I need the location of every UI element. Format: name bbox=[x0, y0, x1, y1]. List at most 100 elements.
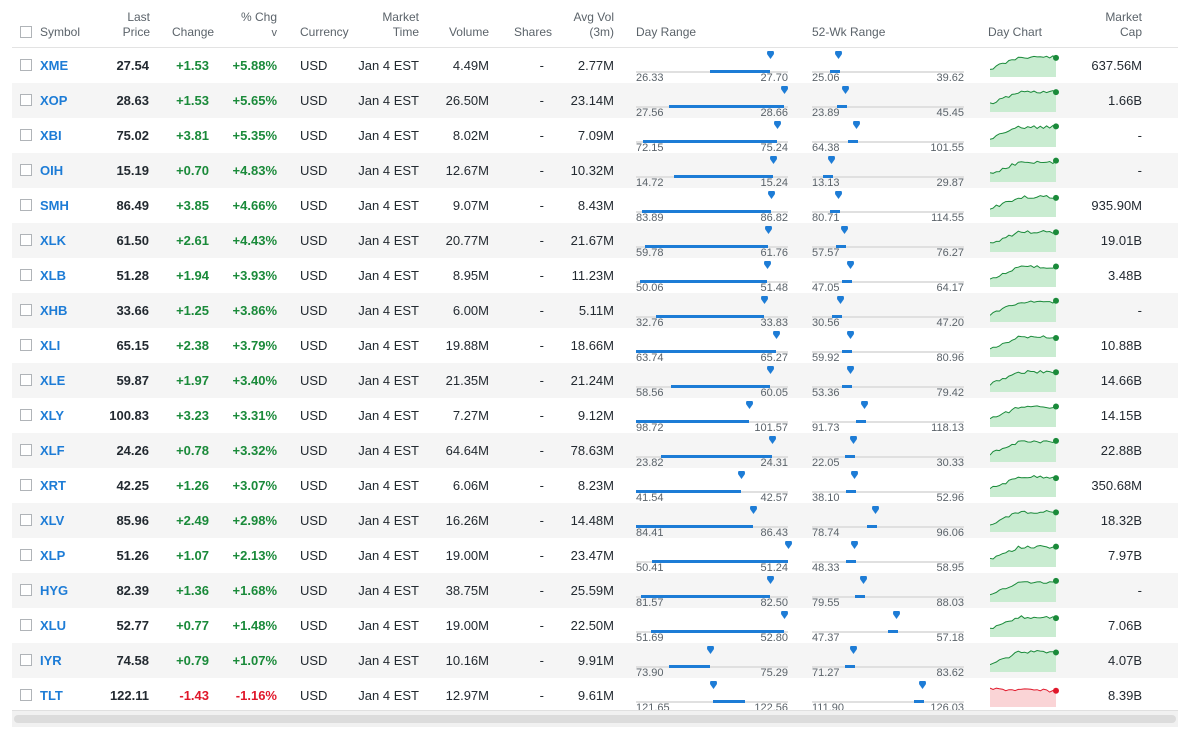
scrollbar-thumb[interactable] bbox=[14, 715, 1176, 723]
market-cap: 19.01B bbox=[1100, 233, 1142, 248]
shares: - bbox=[539, 408, 544, 423]
day-chart-sparkline[interactable] bbox=[990, 226, 1060, 252]
volume: 19.00M bbox=[445, 548, 489, 563]
table-row[interactable]: XLY 100.83 +3.23 +3.31% USD Jan 4 EST 7.… bbox=[12, 398, 1178, 434]
table-row[interactable]: XLK 61.50 +2.61 +4.43% USD Jan 4 EST 20.… bbox=[12, 223, 1178, 259]
symbol-link[interactable]: XLV bbox=[40, 513, 65, 528]
day-chart-sparkline[interactable] bbox=[990, 611, 1060, 637]
symbol-link[interactable]: SMH bbox=[40, 198, 69, 213]
day-chart-sparkline[interactable] bbox=[990, 541, 1060, 567]
symbol-link[interactable]: XLY bbox=[40, 408, 65, 423]
col-volume[interactable]: Volume bbox=[448, 25, 489, 39]
symbol-link[interactable]: TLT bbox=[40, 688, 63, 703]
symbol-link[interactable]: XRT bbox=[40, 478, 66, 493]
symbol-link[interactable]: XBI bbox=[40, 128, 62, 143]
day-chart-sparkline[interactable] bbox=[990, 471, 1060, 497]
symbol-link[interactable]: XLF bbox=[40, 443, 65, 458]
row-checkbox[interactable] bbox=[20, 199, 32, 211]
col-market-time[interactable]: Market Time bbox=[362, 10, 419, 40]
symbol-link[interactable]: OIH bbox=[40, 163, 64, 178]
symbol-link[interactable]: IYR bbox=[40, 653, 62, 668]
day-chart-sparkline[interactable] bbox=[990, 366, 1060, 392]
table-row[interactable]: XOP 28.63 +1.53 +5.65% USD Jan 4 EST 26.… bbox=[12, 83, 1178, 119]
day-low: 41.54 bbox=[636, 492, 664, 504]
row-checkbox[interactable] bbox=[20, 59, 32, 71]
row-checkbox[interactable] bbox=[20, 654, 32, 666]
horizontal-scrollbar[interactable] bbox=[12, 710, 1178, 727]
row-checkbox[interactable] bbox=[20, 479, 32, 491]
symbol-link[interactable]: XME bbox=[40, 58, 69, 73]
table-row[interactable]: XLI 65.15 +2.38 +3.79% USD Jan 4 EST 19.… bbox=[12, 328, 1178, 364]
day-chart-sparkline[interactable] bbox=[990, 261, 1060, 287]
day-chart-sparkline[interactable] bbox=[990, 681, 1060, 707]
row-checkbox[interactable] bbox=[20, 94, 32, 106]
table-row[interactable]: OIH 15.19 +0.70 +4.83% USD Jan 4 EST 12.… bbox=[12, 153, 1178, 189]
day-chart-sparkline[interactable] bbox=[990, 576, 1060, 602]
table-row[interactable]: XLV 85.96 +2.49 +2.98% USD Jan 4 EST 16.… bbox=[12, 503, 1178, 539]
table-row[interactable]: XLP 51.26 +1.07 +2.13% USD Jan 4 EST 19.… bbox=[12, 538, 1178, 574]
col-day-range[interactable]: Day Range bbox=[636, 25, 697, 39]
col-change[interactable]: Change bbox=[172, 25, 215, 39]
symbol-link[interactable]: XLB bbox=[40, 268, 66, 283]
symbol-link[interactable]: XHB bbox=[40, 303, 68, 318]
col-last-price[interactable]: Last Price bbox=[92, 10, 150, 40]
day-chart-sparkline[interactable] bbox=[990, 506, 1060, 532]
day-chart-sparkline[interactable] bbox=[990, 436, 1060, 462]
day-range-bar: 73.90 75.29 bbox=[636, 643, 788, 679]
table-row[interactable]: XHB 33.66 +1.25 +3.86% USD Jan 4 EST 6.0… bbox=[12, 293, 1178, 329]
day-chart-sparkline[interactable] bbox=[990, 646, 1060, 672]
row-checkbox[interactable] bbox=[20, 234, 32, 246]
table-row[interactable]: XLU 52.77 +0.77 +1.48% USD Jan 4 EST 19.… bbox=[12, 608, 1178, 644]
table-row[interactable]: XBI 75.02 +3.81 +5.35% USD Jan 4 EST 8.0… bbox=[12, 118, 1178, 154]
day-chart-sparkline[interactable] bbox=[990, 51, 1060, 77]
col-currency[interactable]: Currency bbox=[300, 25, 349, 39]
row-checkbox[interactable] bbox=[20, 549, 32, 561]
table-row[interactable]: SMH 86.49 +3.85 +4.66% USD Jan 4 EST 9.0… bbox=[12, 188, 1178, 224]
col-52wk-range[interactable]: 52-Wk Range bbox=[812, 25, 886, 39]
symbol-link[interactable]: XLI bbox=[40, 338, 61, 353]
day-chart-sparkline[interactable] bbox=[990, 331, 1060, 357]
table-row[interactable]: XLF 24.26 +0.78 +3.32% USD Jan 4 EST 64.… bbox=[12, 433, 1178, 469]
symbol-link[interactable]: XLE bbox=[40, 373, 66, 388]
col-market-cap-line1: Market bbox=[1105, 10, 1142, 24]
row-checkbox[interactable] bbox=[20, 689, 32, 701]
day-range-fill bbox=[669, 105, 784, 108]
row-checkbox[interactable] bbox=[20, 409, 32, 421]
day-chart-sparkline[interactable] bbox=[990, 156, 1060, 182]
row-checkbox[interactable] bbox=[20, 584, 32, 596]
table-row[interactable]: XRT 42.25 +1.26 +3.07% USD Jan 4 EST 6.0… bbox=[12, 468, 1178, 504]
select-all-checkbox[interactable] bbox=[20, 26, 32, 38]
table-row[interactable]: XME 27.54 +1.53 +5.88% USD Jan 4 EST 4.4… bbox=[12, 48, 1178, 84]
row-checkbox[interactable] bbox=[20, 619, 32, 631]
symbol-link[interactable]: XLP bbox=[40, 548, 66, 563]
symbol-link[interactable]: HYG bbox=[40, 583, 69, 598]
row-checkbox[interactable] bbox=[20, 339, 32, 351]
symbol-link[interactable]: XLK bbox=[40, 233, 66, 248]
symbol-link[interactable]: XLU bbox=[40, 618, 66, 633]
row-checkbox[interactable] bbox=[20, 129, 32, 141]
col-avg-vol[interactable]: Avg Vol (3m) bbox=[557, 10, 614, 40]
table-row[interactable]: IYR 74.58 +0.79 +1.07% USD Jan 4 EST 10.… bbox=[12, 643, 1178, 679]
table-row[interactable]: XLB 51.28 +1.94 +3.93% USD Jan 4 EST 8.9… bbox=[12, 258, 1178, 294]
sparkline-line bbox=[990, 160, 1057, 174]
row-checkbox[interactable] bbox=[20, 269, 32, 281]
day-chart-sparkline[interactable] bbox=[990, 296, 1060, 322]
row-checkbox[interactable] bbox=[20, 444, 32, 456]
day-chart-sparkline[interactable] bbox=[990, 86, 1060, 112]
table-row[interactable]: HYG 82.39 +1.36 +1.68% USD Jan 4 EST 38.… bbox=[12, 573, 1178, 609]
row-checkbox[interactable] bbox=[20, 304, 32, 316]
col-day-chart[interactable]: Day Chart bbox=[988, 25, 1043, 39]
col-pct-change[interactable]: % Chg v bbox=[227, 10, 277, 41]
col-shares[interactable]: Shares bbox=[513, 25, 552, 39]
table-row[interactable]: XLE 59.87 +1.97 +3.40% USD Jan 4 EST 21.… bbox=[12, 363, 1178, 399]
day-chart-sparkline[interactable] bbox=[990, 121, 1060, 147]
day-chart-sparkline[interactable] bbox=[990, 191, 1060, 217]
row-checkbox[interactable] bbox=[20, 374, 32, 386]
row-checkbox[interactable] bbox=[20, 514, 32, 526]
col-market-cap[interactable]: Market Cap bbox=[1082, 10, 1142, 40]
table-row[interactable]: TLT 122.11 -1.43 -1.16% USD Jan 4 EST 12… bbox=[12, 678, 1178, 714]
day-chart-sparkline[interactable] bbox=[990, 401, 1060, 427]
row-checkbox[interactable] bbox=[20, 164, 32, 176]
col-symbol[interactable]: Symbol bbox=[40, 25, 81, 39]
symbol-link[interactable]: XOP bbox=[40, 93, 68, 108]
